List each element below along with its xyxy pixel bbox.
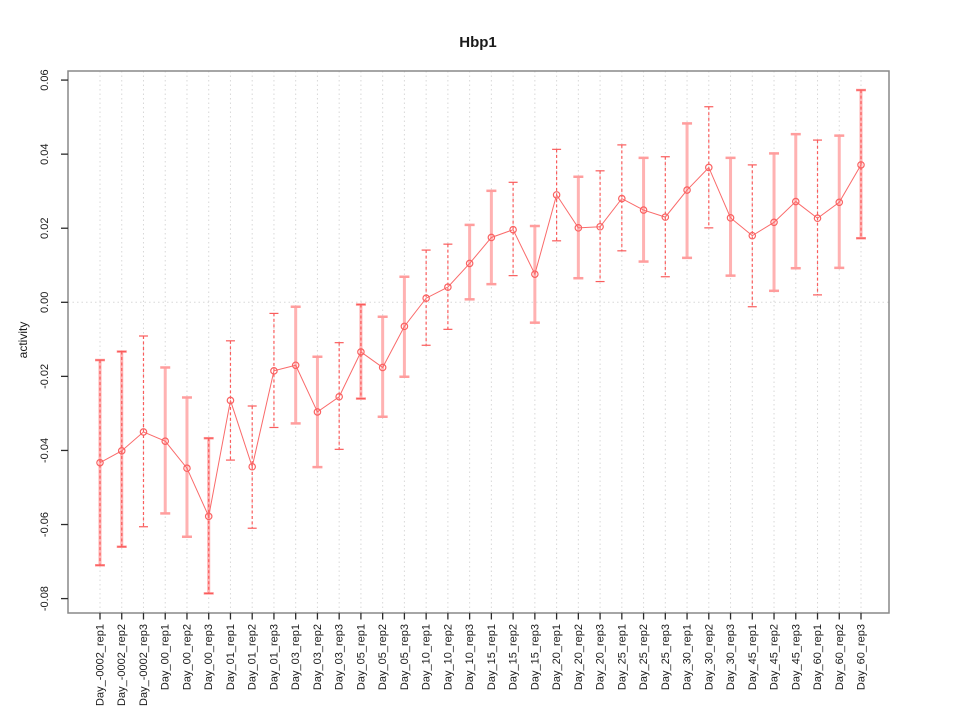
data-point <box>574 224 583 232</box>
x-tick-label: Day_60_rep1 <box>812 624 824 690</box>
data-points <box>96 161 865 521</box>
x-tick-label: Day_15_rep2 <box>508 624 520 690</box>
x-tick-label: Day_01_rep3 <box>268 624 280 690</box>
series-line <box>99 164 862 519</box>
x-tick-label: Day_20_rep2 <box>573 624 585 690</box>
data-point <box>748 231 757 240</box>
x-tick-label: Day_30_rep3 <box>725 624 737 690</box>
x-tick-label: Day_-0002_rep1 <box>95 624 107 706</box>
data-point <box>704 163 713 172</box>
x-tick-labels: Day_-0002_rep1 Day_-0002_rep2 Day_-0002_re… <box>95 624 868 706</box>
data-point <box>531 270 539 278</box>
x-tick-label: Day_45_rep1 <box>747 624 759 690</box>
x-tick-label: Day_25_rep2 <box>638 624 650 690</box>
data-point <box>618 194 626 203</box>
x-tick-label: Day_03_rep3 <box>334 624 346 690</box>
data-point <box>183 464 191 473</box>
y-axis-label: activity <box>16 322 30 359</box>
x-tick-label: Day_00_rep1 <box>160 624 172 690</box>
data-point <box>683 186 691 194</box>
x-tick-label: Day_15_rep3 <box>529 624 541 690</box>
plot-box <box>67 70 890 614</box>
data-point <box>204 512 213 521</box>
x-tick-label: Day_10_rep3 <box>464 624 476 690</box>
x-tick-label: Day_-0002_rep3 <box>138 624 150 706</box>
data-point <box>357 348 365 356</box>
x-tick-label: Day_10_rep1 <box>421 624 433 690</box>
data-point <box>835 198 844 207</box>
x-tick-label: Day_15_rep1 <box>486 624 498 690</box>
data-point <box>291 361 300 370</box>
data-point <box>226 396 235 405</box>
x-tick-label: Day_20_rep1 <box>551 624 563 690</box>
data-point <box>161 437 170 445</box>
y-tick-label: 0.04 <box>39 143 51 164</box>
y-tick-label: -0.08 <box>39 586 51 611</box>
series-polyline <box>99 164 862 519</box>
x-tick-label: Day_03_rep2 <box>312 624 324 690</box>
x-tick-label: Day_10_rep2 <box>442 624 454 690</box>
x-tick-label: Day_25_rep3 <box>660 624 672 690</box>
x-tick-label: Day_00_rep3 <box>203 624 215 690</box>
data-point <box>726 214 735 222</box>
y-tick-label: 0.02 <box>39 218 51 239</box>
data-point <box>444 283 452 291</box>
data-point <box>96 458 104 467</box>
y-tick-label: -0.06 <box>39 512 51 537</box>
data-point <box>378 363 387 372</box>
x-tick-label: Day_01_rep1 <box>225 624 237 690</box>
axis-ticks <box>61 79 862 620</box>
data-point <box>639 206 648 214</box>
x-tick-label: Day_03_rep1 <box>290 624 302 690</box>
y-tick-label: 0.06 <box>39 69 51 90</box>
x-tick-label: Day_-0002_rep2 <box>116 624 128 706</box>
y-tick-label: -0.02 <box>39 364 51 389</box>
x-tick-label: Day_01_rep2 <box>247 624 259 690</box>
x-tick-label: Day_05_rep2 <box>377 624 389 690</box>
data-point <box>313 408 322 416</box>
data-point <box>552 191 561 199</box>
data-point <box>248 462 257 471</box>
data-point <box>270 367 278 375</box>
data-point <box>139 428 148 436</box>
gridlines <box>68 71 889 613</box>
data-point <box>813 214 822 223</box>
y-tick-labels: 0.06 0.04 0.02 0.00 -0.02 -0.04 -0.06 -0.08 <box>39 69 51 611</box>
error-bars <box>95 88 866 595</box>
data-point <box>117 447 126 455</box>
x-tick-label: Day_30_rep1 <box>682 624 694 690</box>
x-tick-label: Day_45_rep2 <box>769 624 781 690</box>
data-point <box>596 222 604 231</box>
y-tick-label: 0.00 <box>39 292 51 313</box>
data-point <box>661 213 670 221</box>
x-tick-label: Day_45_rep3 <box>790 624 802 690</box>
data-point <box>857 161 865 169</box>
data-point <box>400 322 409 331</box>
data-point <box>487 233 496 242</box>
data-point <box>770 218 778 227</box>
data-point <box>791 197 800 206</box>
x-tick-label: Day_00_rep2 <box>181 624 193 690</box>
data-point <box>509 225 517 234</box>
y-tick-label: -0.04 <box>39 438 51 463</box>
chart-title: Hbp1 <box>459 34 497 51</box>
data-point <box>335 392 343 401</box>
x-tick-label: Day_05_rep1 <box>355 624 367 690</box>
x-tick-label: Day_05_rep3 <box>399 624 411 690</box>
x-tick-label: Day_60_rep3 <box>856 624 868 690</box>
data-point <box>422 294 430 303</box>
x-tick-label: Day_60_rep2 <box>834 624 846 690</box>
x-tick-label: Day_20_rep3 <box>595 624 607 690</box>
x-tick-label: Day_30_rep2 <box>703 624 715 690</box>
data-point <box>465 259 474 268</box>
x-tick-label: Day_25_rep1 <box>616 624 628 690</box>
